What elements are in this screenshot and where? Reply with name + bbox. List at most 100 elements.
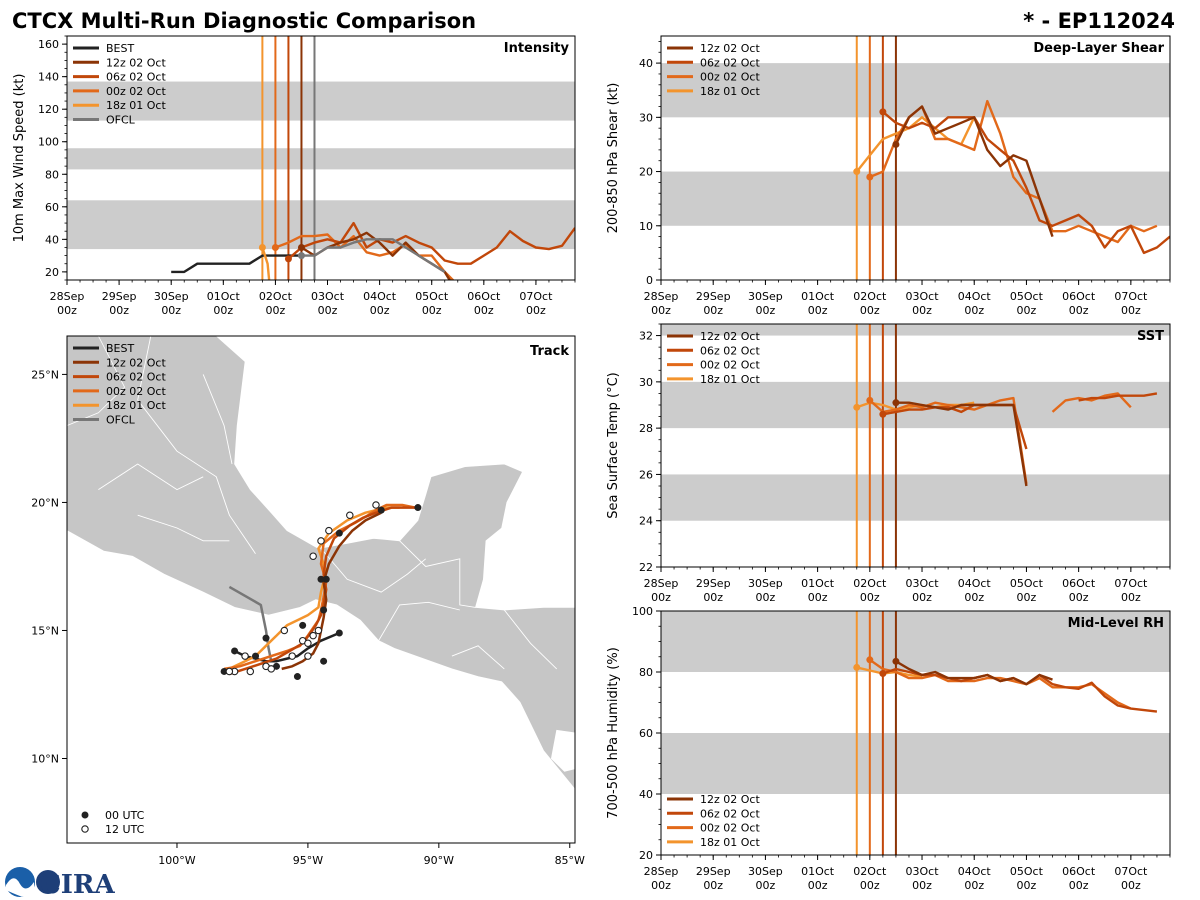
legend-label-06z-02-oct: 06z 02 Oct — [106, 371, 166, 384]
x-tick-label-hour: 00z — [912, 591, 932, 604]
marker-00utc-1 — [320, 657, 328, 665]
marker-00utc-6 — [317, 575, 325, 583]
x-tick-label-date: 06Oct — [1062, 865, 1096, 878]
marker-legend-label: 12 UTC — [105, 823, 145, 836]
x-tick-label-hour: 00z — [474, 304, 494, 317]
y-axis-label: 10m Max Wind Speed (kt) — [12, 74, 27, 243]
track-y-tick-label: 25°N — [31, 368, 59, 381]
track-line-ofcl — [228, 585, 273, 662]
x-tick-label-date: 04Oct — [958, 577, 992, 590]
x-tick-label-hour: 00z — [860, 304, 880, 317]
series-line-18z-01-oct — [856, 666, 923, 678]
x-tick-label-hour: 00z — [526, 304, 546, 317]
marker-00utc-10 — [377, 506, 385, 514]
x-tick-label-hour: 00z — [318, 304, 338, 317]
series-start-dot-00z-02-oct — [866, 656, 874, 664]
storm-id: * - EP112024 — [1023, 9, 1175, 33]
legend-label-ofcl: OFCL — [106, 414, 136, 427]
legend-label-best: BEST — [106, 42, 134, 55]
track-panel-title: Track — [530, 344, 569, 359]
track-x-tick-label: 100°W — [158, 854, 195, 867]
marker-12utc-13 — [246, 667, 255, 676]
series-start-dot-18z-01-oct — [258, 243, 266, 251]
x-tick-label-date: 28Sep — [644, 577, 679, 590]
x-tick-label-hour: 00z — [703, 879, 723, 892]
x-tick-label-hour: 00z — [1017, 304, 1037, 317]
legend-label-ofcl: OFCL — [106, 114, 136, 127]
track-panel: 100°W 95°W 90°W 85°W 10°N 15°N 20°N 25°N Track BE… — [31, 335, 585, 867]
cira-globe-icon — [36, 870, 60, 894]
shaded-band-1 — [661, 63, 1170, 118]
y-axis-label: 200-850 hPa Shear (kt) — [606, 83, 621, 234]
x-tick-label-hour: 00z — [213, 304, 233, 317]
x-tick-label-hour: 00z — [1121, 879, 1141, 892]
border-line-4 — [378, 601, 460, 641]
track-x-tick-label: 90°W — [424, 854, 454, 867]
x-tick-label-hour: 00z — [422, 304, 442, 317]
y-tick-label: 40 — [639, 57, 653, 70]
legend-label-00z-02-oct: 00z 02 Oct — [700, 822, 760, 835]
marker-00utc-14 — [299, 621, 307, 629]
x-tick-label-date: 03Oct — [906, 865, 940, 878]
marker-legend-12utc-icon — [81, 825, 89, 833]
track-x-tick-label: 85°W — [555, 854, 585, 867]
marker-00utc-8 — [320, 606, 328, 614]
y-tick-label: 80 — [45, 168, 59, 181]
x-tick-label-hour: 00z — [1069, 879, 1089, 892]
border-line-2 — [320, 548, 426, 593]
marker-12utc-3 — [241, 652, 249, 660]
x-tick-label-date: 02Oct — [853, 577, 887, 590]
x-tick-label-hour: 00z — [808, 591, 828, 604]
x-tick-label-date: 30Sep — [748, 865, 783, 878]
x-tick-label-date: 28Sep — [644, 865, 679, 878]
x-tick-label-date: 30Sep — [154, 290, 189, 303]
x-tick-label-date: 28Sep — [644, 290, 679, 303]
x-tick-label-date: 02Oct — [853, 865, 887, 878]
series-start-dot-12z-02-oct — [892, 657, 900, 665]
legend-label-18z-01-oct: 18z 01 Oct — [700, 373, 760, 386]
ofcl-start-dot — [297, 252, 305, 260]
x-tick-label-hour: 00z — [651, 879, 671, 892]
x-tick-label-hour: 00z — [1121, 591, 1141, 604]
series-line-06z-02-oct — [287, 221, 575, 265]
shaded-band-0 — [661, 474, 1170, 521]
y-tick-label: 160 — [38, 38, 59, 51]
y-tick-label: 30 — [639, 111, 653, 124]
legend-label-18z-01-oct: 18z 01 Oct — [106, 399, 166, 412]
x-tick-label-hour: 00z — [109, 304, 129, 317]
border-line-0 — [137, 336, 256, 554]
y-tick-label: 30 — [639, 376, 653, 389]
y-tick-label: 24 — [639, 515, 653, 528]
x-tick-label-hour: 00z — [703, 591, 723, 604]
shear-panel: 01020304028Sep00z29Sep00z30Sep00z01Oct00… — [606, 35, 1171, 317]
marker-legend-label: 00 UTC — [105, 809, 145, 822]
x-tick-label-date: 29Sep — [102, 290, 137, 303]
x-tick-label-hour: 00z — [964, 591, 984, 604]
x-tick-label-date: 05Oct — [1010, 865, 1044, 878]
marker-12utc-5 — [314, 626, 323, 635]
y-tick-label: 28 — [639, 422, 653, 435]
x-tick-label-date: 02Oct — [259, 290, 293, 303]
legend-label-00z-02-oct: 00z 02 Oct — [106, 85, 166, 98]
legend-label-12z-02-oct: 12z 02 Oct — [700, 793, 760, 806]
rh-panel: 2040608010028Sep00z29Sep00z30Sep00z01Oct… — [606, 605, 1171, 892]
y-tick-label: 120 — [38, 103, 59, 116]
shaded-band-0 — [661, 171, 1170, 226]
legend-label-00z-02-oct: 00z 02 Oct — [106, 385, 166, 398]
track-line-best — [234, 631, 340, 663]
legend-label-18z-01-oct: 18z 01 Oct — [700, 85, 760, 98]
marker-00utc-7 — [322, 575, 330, 583]
intensity-panel: 2040608010012014016028Sep00z29Sep00z30Se… — [12, 35, 576, 317]
series-start-dot-00z-02-oct — [866, 396, 874, 404]
y-tick-label: 40 — [639, 788, 653, 801]
x-tick-label-date: 05Oct — [1010, 290, 1044, 303]
panel-title: Mid-Level RH — [1068, 616, 1164, 631]
series-start-dot-12z-02-oct — [297, 243, 305, 251]
track-y-tick-label: 20°N — [31, 496, 59, 509]
marker-12utc-15 — [280, 626, 289, 635]
series-start-dot-18z-01-oct — [853, 403, 861, 411]
x-tick-label-hour: 00z — [756, 304, 776, 317]
y-tick-label: 20 — [639, 166, 653, 179]
series-start-dot-18z-01-oct — [853, 663, 861, 671]
legend-label-12z-02-oct: 12z 02 Oct — [106, 56, 166, 69]
